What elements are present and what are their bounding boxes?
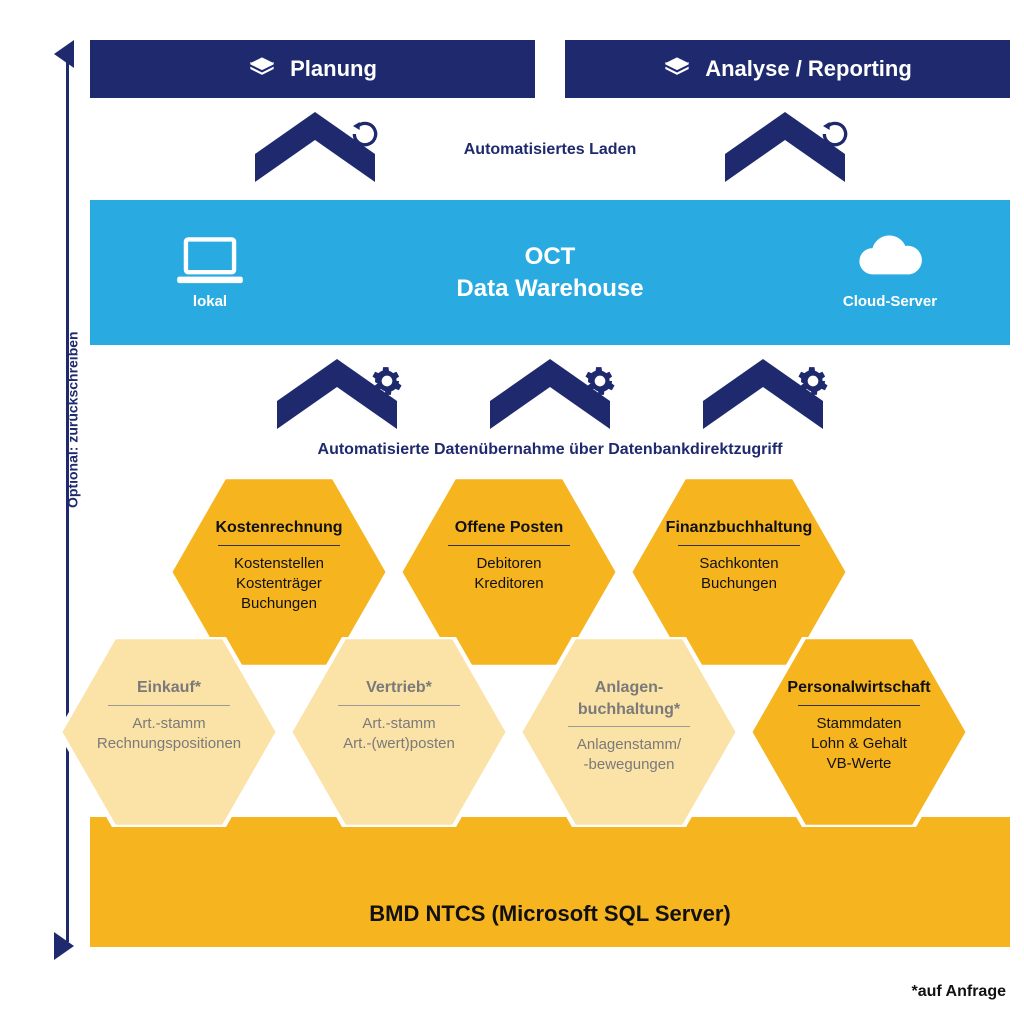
arrow-up-icon bbox=[277, 359, 397, 429]
dwh-title: OCT Data Warehouse bbox=[456, 241, 643, 303]
arrow-up-icon bbox=[725, 112, 845, 182]
arrow-row-top: Automatisiertes Laden bbox=[90, 112, 1010, 182]
side-chevron-bottom-icon bbox=[50, 928, 86, 964]
topbar-planung: Planung bbox=[90, 40, 535, 98]
arrow-row-bottom bbox=[90, 359, 1010, 429]
laptop-icon bbox=[175, 235, 245, 287]
hex-line: -bewegungen bbox=[542, 755, 716, 775]
hex-title: Einkauf* bbox=[82, 677, 256, 699]
hex-line: Lohn & Gehalt bbox=[772, 734, 946, 754]
hex-divider bbox=[568, 726, 690, 727]
footnote: *auf Anfrage bbox=[911, 983, 1006, 1001]
hex-title: Finanzbuchhaltung bbox=[652, 517, 826, 539]
dwh-title-line1: OCT bbox=[456, 241, 643, 272]
auto-load-label: Automatisiertes Laden bbox=[464, 141, 636, 159]
hex-divider bbox=[108, 705, 230, 706]
dwh-box: lokal OCT Data Warehouse Cloud-Server bbox=[90, 200, 1010, 345]
diagram-root: Planung Analyse / Reporting Automatisier… bbox=[90, 0, 1010, 1011]
side-chevron-top-icon bbox=[50, 36, 86, 72]
hex-title: Personalwirtschaft bbox=[772, 677, 946, 699]
dwh-title-line2: Data Warehouse bbox=[456, 273, 643, 304]
gear-icon bbox=[797, 365, 829, 397]
hex-divider bbox=[338, 705, 460, 706]
hex-line: Buchungen bbox=[192, 594, 366, 614]
dwh-right: Cloud-Server bbox=[820, 235, 960, 310]
stack-icon bbox=[663, 55, 691, 83]
dwh-right-label: Cloud-Server bbox=[843, 293, 937, 310]
hex-source-bg bbox=[90, 817, 1010, 947]
hex-content: Finanzbuchhaltung SachkontenBuchungen bbox=[630, 477, 848, 594]
hex-line: VB-Werte bbox=[772, 754, 946, 774]
hex-line: Stammdaten bbox=[772, 714, 946, 734]
hex-line: Art.-stamm bbox=[82, 714, 256, 734]
dwh-left-label: lokal bbox=[193, 293, 227, 310]
module-hex: Vertrieb* Art.-stammArt.-(wert)posten bbox=[290, 637, 508, 827]
hex-line: Sachkonten bbox=[652, 554, 826, 574]
topbars: Planung Analyse / Reporting bbox=[90, 40, 1010, 98]
db-direct-label: Automatisierte Datenübernahme über Daten… bbox=[90, 441, 1010, 459]
hex-divider bbox=[798, 705, 920, 706]
hex-line: Kostenträger bbox=[192, 574, 366, 594]
hex-line: Kostenstellen bbox=[192, 554, 366, 574]
hex-content: Personalwirtschaft StammdatenLohn & Gehal… bbox=[750, 637, 968, 774]
hex-title: Vertrieb* bbox=[312, 677, 486, 699]
hex-title: Anlagen- buchhaltung* bbox=[542, 677, 716, 720]
arrow-up-icon bbox=[490, 359, 610, 429]
hex-divider bbox=[218, 545, 340, 546]
hex-content: Anlagen- buchhaltung* Anlagenstamm/-beweg… bbox=[520, 637, 738, 776]
module-hex: Einkauf* Art.-stammRechnungspositionen bbox=[60, 637, 278, 827]
topbar-label: Planung bbox=[290, 56, 377, 82]
module-hex: Personalwirtschaft StammdatenLohn & Gehal… bbox=[750, 637, 968, 827]
topbar-analyse: Analyse / Reporting bbox=[565, 40, 1010, 98]
topbar-label: Analyse / Reporting bbox=[705, 56, 912, 82]
hex-line: Rechnungspositionen bbox=[82, 734, 256, 754]
cloud-icon bbox=[855, 235, 925, 287]
hex-divider bbox=[678, 545, 800, 546]
dwh-left: lokal bbox=[140, 235, 280, 310]
side-label: Optional: zurückschreiben bbox=[64, 331, 80, 508]
hex-line: Anlagenstamm/ bbox=[542, 735, 716, 755]
hex-line: Kreditoren bbox=[422, 574, 596, 594]
refresh-icon bbox=[819, 118, 851, 150]
hex-stage: BMD NTCS (Microsoft SQL Server) Kostenre… bbox=[90, 477, 1010, 947]
hex-line: Art.-(wert)posten bbox=[312, 734, 486, 754]
gear-icon bbox=[371, 365, 403, 397]
hex-content: Einkauf* Art.-stammRechnungspositionen bbox=[60, 637, 278, 754]
hex-line: Buchungen bbox=[652, 574, 826, 594]
hex-content: Kostenrechnung KostenstellenKostenträgerB… bbox=[170, 477, 388, 614]
refresh-icon bbox=[349, 118, 381, 150]
hex-line: Art.-stamm bbox=[312, 714, 486, 734]
hex-title: Offene Posten bbox=[422, 517, 596, 539]
gear-icon bbox=[584, 365, 616, 397]
hex-line: Debitoren bbox=[422, 554, 596, 574]
hex-content: Offene Posten DebitorenKreditoren bbox=[400, 477, 618, 594]
hex-source-label: BMD NTCS (Microsoft SQL Server) bbox=[90, 901, 1010, 927]
hex-title: Kostenrechnung bbox=[192, 517, 366, 539]
hex-content: Vertrieb* Art.-stammArt.-(wert)posten bbox=[290, 637, 508, 754]
module-hex: Anlagen- buchhaltung* Anlagenstamm/-beweg… bbox=[520, 637, 738, 827]
stack-icon bbox=[248, 55, 276, 83]
arrow-up-icon bbox=[703, 359, 823, 429]
arrow-up-icon bbox=[255, 112, 375, 182]
hex-divider bbox=[448, 545, 570, 546]
